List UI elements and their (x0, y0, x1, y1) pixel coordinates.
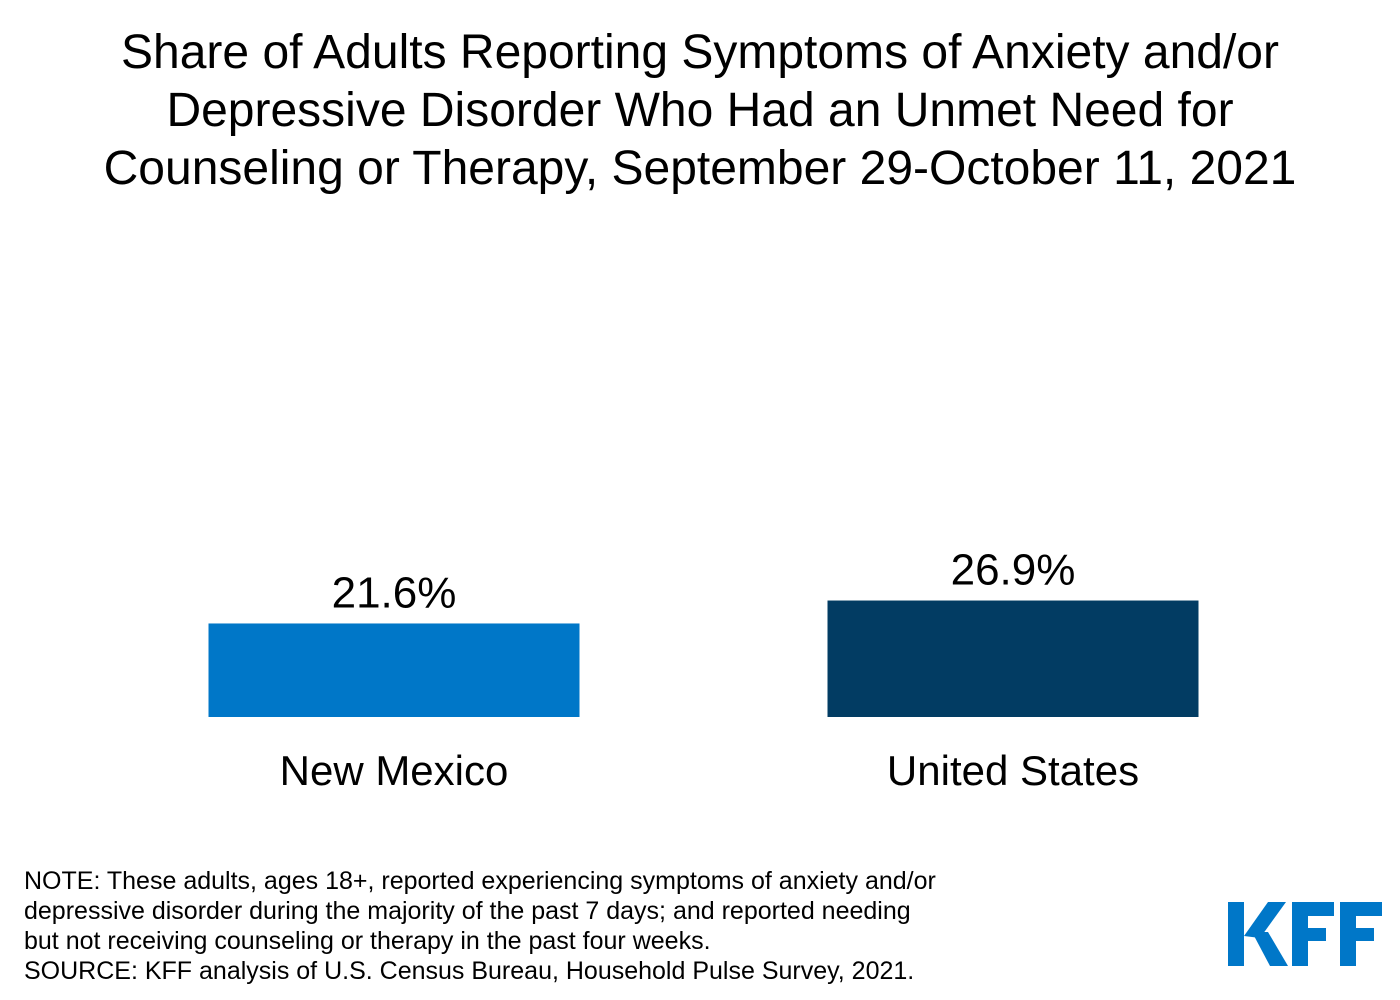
chart-footnote: NOTE: These adults, ages 18+, reported e… (24, 866, 1124, 986)
data-label-united-states: 26.9% (951, 546, 1076, 595)
bar-new-mexico (208, 623, 580, 717)
footnote-line-4: SOURCE: KFF analysis of U.S. Census Bure… (24, 957, 915, 985)
footnote-line-3: but not receiving counseling or therapy … (24, 927, 711, 955)
kff-logo (1228, 902, 1382, 966)
footnote-line-2: depressive disorder during the majority … (24, 897, 911, 925)
footnote-line-1: NOTE: These adults, ages 18+, reported e… (24, 867, 936, 895)
category-label-united-states: United States (887, 747, 1139, 794)
chart-title: Share of Adults Reporting Symptoms of An… (0, 24, 1400, 198)
bars-layer: 21.6% New Mexico 26.9% United States (208, 546, 1199, 794)
chart-title-line-1: Share of Adults Reporting Symptoms of An… (121, 26, 1279, 79)
data-label-new-mexico: 21.6% (332, 568, 457, 617)
chart-title-line-2: Depressive Disorder Who Had an Unmet Nee… (166, 84, 1234, 137)
category-label-new-mexico: New Mexico (280, 747, 509, 794)
bar-united-states (827, 600, 1199, 717)
chart-title-line-3: Counseling or Therapy, September 29-Octo… (103, 142, 1297, 195)
